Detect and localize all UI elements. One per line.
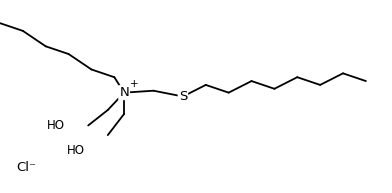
Text: HO: HO [67,144,85,157]
Text: S: S [179,90,187,103]
Text: N: N [119,86,129,99]
Text: HO: HO [47,119,65,132]
Text: Cl⁻: Cl⁻ [16,161,36,174]
Text: +: + [130,79,139,89]
